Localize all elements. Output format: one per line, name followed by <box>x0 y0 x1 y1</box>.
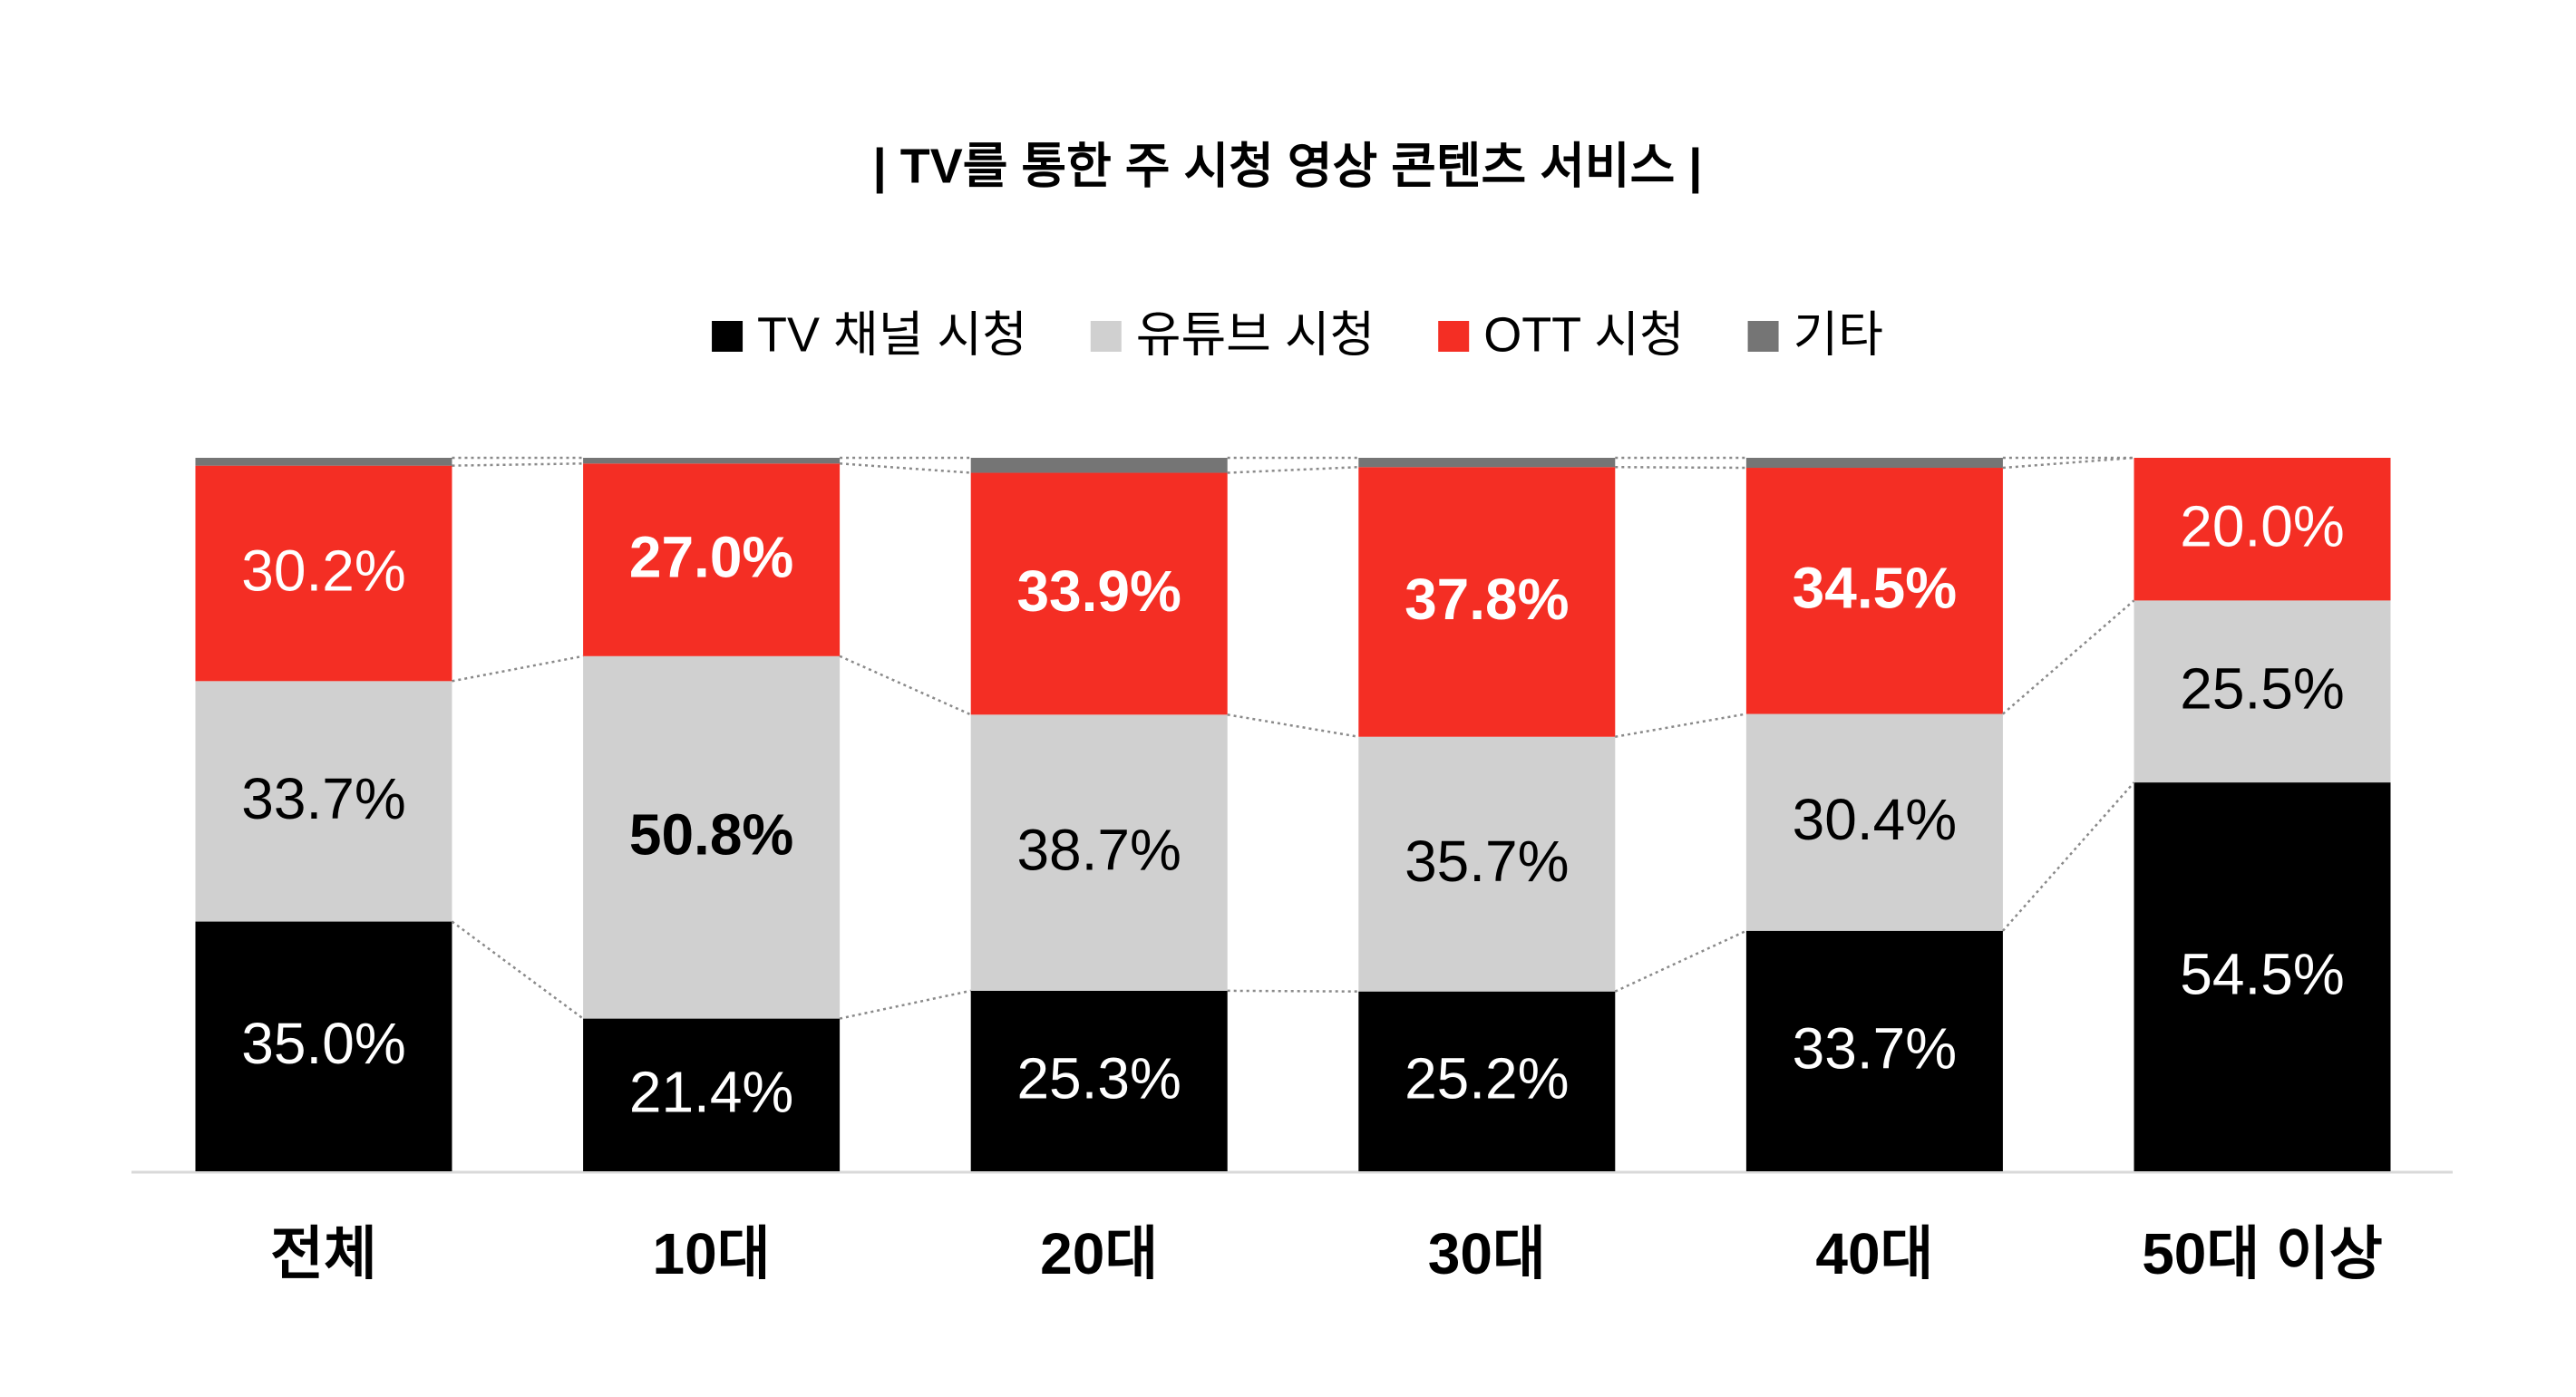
value-label: 33.9% <box>1016 558 1181 624</box>
bar-segment <box>1358 458 1616 468</box>
value-label: 21.4% <box>629 1060 793 1125</box>
connector <box>452 462 584 467</box>
legend-label: OTT 시청 <box>1483 307 1684 362</box>
value-label: 37.8% <box>1405 567 1569 632</box>
connector <box>451 920 584 1020</box>
legend-swatch <box>1090 321 1122 352</box>
chart-title: | TV를 통한 주 시청 영상 콘텐츠 서비스 | <box>873 139 1703 194</box>
value-label: 30.4% <box>1793 787 1957 852</box>
connector <box>1615 465 1746 470</box>
value-label: 35.7% <box>1405 829 1569 894</box>
x-tick-label: 40대 <box>1815 1221 1933 1286</box>
value-label: 25.2% <box>1405 1046 1569 1111</box>
x-tick-label: 10대 <box>653 1221 771 1286</box>
bar-segment <box>970 458 1228 473</box>
bar-segment <box>970 472 1228 715</box>
x-tick-label: 50대 이상 <box>2142 1221 2383 1286</box>
bar-segment <box>195 458 452 466</box>
bar-segment <box>1358 467 1616 737</box>
legend-swatch <box>1747 321 1779 352</box>
connector <box>1227 989 1359 993</box>
value-label: 35.0% <box>241 1011 405 1076</box>
bar-segment <box>583 463 841 656</box>
connector <box>2001 781 2135 932</box>
connector <box>452 655 584 683</box>
bar-segment <box>1358 991 1616 1171</box>
connector <box>1615 713 1747 738</box>
value-label: 27.0% <box>629 524 793 589</box>
connector <box>2002 599 2135 715</box>
x-tick-label: 20대 <box>1040 1221 1158 1286</box>
value-label: 30.2% <box>241 538 405 603</box>
connector <box>1614 929 1747 993</box>
value-label: 25.5% <box>2180 656 2344 722</box>
legend-label: 기타 <box>1793 307 1883 362</box>
value-label: 54.5% <box>2180 941 2344 1006</box>
bar-segment <box>970 714 1228 991</box>
bar-segment <box>1745 458 2003 469</box>
connector <box>839 989 971 1020</box>
bar-segment <box>195 681 452 922</box>
bar-segment <box>2134 600 2391 783</box>
bar-segment <box>583 1018 841 1171</box>
value-label: 33.7% <box>241 766 405 831</box>
legend-label: TV 채널 시청 <box>757 307 1027 362</box>
value-label: 33.7% <box>1793 1015 1957 1081</box>
bar-segment <box>970 990 1228 1171</box>
connector <box>2002 456 2134 470</box>
bar-segment <box>1745 930 2003 1171</box>
bar-segment <box>1745 713 2003 931</box>
legend-swatch <box>1438 321 1470 352</box>
bar-segment <box>195 921 452 1171</box>
x-tick-label: 전체 <box>270 1221 377 1286</box>
connector <box>1227 465 1359 474</box>
value-label: 20.0% <box>2180 494 2344 559</box>
bar-segment <box>583 458 841 464</box>
value-label: 38.7% <box>1016 818 1181 883</box>
bar-segment <box>1358 736 1616 992</box>
bar-segment <box>1745 468 2003 714</box>
bar-segment <box>195 465 452 682</box>
legend-swatch <box>712 321 744 352</box>
value-label: 25.3% <box>1016 1045 1181 1111</box>
bar-segment <box>2134 458 2391 601</box>
value-label: 50.8% <box>629 802 793 868</box>
connector <box>839 655 972 716</box>
value-label: 34.5% <box>1793 556 1957 621</box>
bar-segment <box>2134 782 2391 1171</box>
x-tick-label: 30대 <box>1428 1221 1546 1286</box>
connector <box>840 462 971 474</box>
connector <box>1227 713 1359 738</box>
bar-segment <box>583 655 841 1019</box>
legend-label: 유튜브 시청 <box>1136 307 1375 362</box>
